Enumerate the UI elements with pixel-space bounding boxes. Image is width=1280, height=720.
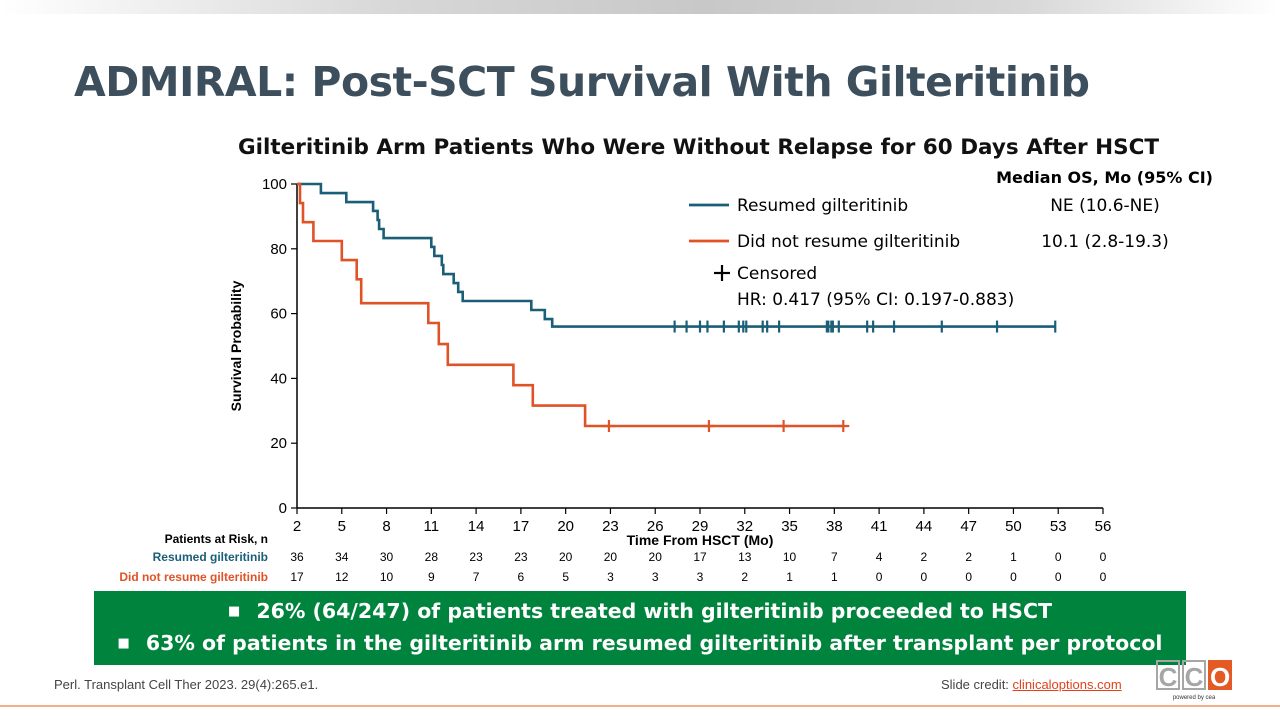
risk-count: 20 [604, 550, 618, 564]
x-tick-label: 50 [1005, 518, 1022, 535]
risk-count: 4 [876, 550, 883, 564]
risk-count: 6 [518, 570, 525, 584]
x-tick-label: 32 [736, 518, 753, 535]
risk-row-label: Did not resume gilteritinib [119, 570, 268, 584]
footer-divider [0, 705, 1280, 707]
risk-count: 3 [652, 570, 659, 584]
risk-count: 30 [380, 550, 394, 564]
y-tick-label: 40 [270, 370, 287, 387]
censored-legend-label: Censored [737, 264, 817, 284]
risk-count: 3 [697, 570, 704, 584]
risk-count: 10 [783, 550, 797, 564]
legend-label-2: Did not resume gilteritinib [737, 232, 960, 252]
legend-header: Median OS, Mo (95% CI) [996, 168, 1213, 187]
slide-credit-label: Slide credit: [941, 677, 1013, 692]
x-tick-label: 8 [382, 518, 390, 535]
risk-count: 1 [831, 570, 838, 584]
risk-count: 0 [1100, 570, 1107, 584]
y-tick-label: 20 [270, 435, 287, 452]
risk-count: 0 [1055, 550, 1062, 564]
x-tick-label: 47 [960, 518, 977, 535]
risk-count: 36 [290, 550, 304, 564]
risk-count: 17 [693, 550, 707, 564]
x-tick-label: 56 [1095, 518, 1112, 535]
risk-count: 20 [649, 550, 663, 564]
x-tick-label: 53 [1050, 518, 1067, 535]
risk-count: 0 [921, 570, 928, 584]
x-tick-label: 35 [781, 518, 798, 535]
risk-count: 0 [965, 570, 972, 584]
x-tick-label: 38 [826, 518, 843, 535]
top-gradient-bar [0, 0, 1280, 14]
risk-count: 23 [514, 550, 528, 564]
x-tick-label: 44 [916, 518, 933, 535]
logo-letter-c2: C [1182, 660, 1206, 692]
logo-letter-c1: C [1156, 660, 1180, 692]
bullet-square-icon: ■ [117, 636, 130, 651]
logo-letter-o: O [1208, 660, 1232, 692]
risk-count: 10 [380, 570, 394, 584]
risk-count: 7 [473, 570, 480, 584]
x-axis-label: Time From HSCT (Mo) [627, 532, 774, 548]
risk-count: 17 [290, 570, 304, 584]
risk-count: 1 [786, 570, 793, 584]
slide-title: ADMIRAL: Post-SCT Survival With Gilterit… [74, 58, 1090, 106]
cco-logo: C C O powered by cea [1156, 660, 1232, 706]
risk-count: 34 [335, 550, 349, 564]
risk-count: 2 [741, 570, 748, 584]
credit-link[interactable]: clinicaloptions.com [1012, 677, 1122, 692]
risk-count: 1 [1010, 550, 1017, 564]
risk-count: 2 [921, 550, 928, 564]
x-tick-label: 29 [692, 518, 709, 535]
risk-count: 5 [562, 570, 569, 584]
series-line-1 [297, 182, 1056, 328]
x-tick-label: 5 [338, 518, 346, 535]
risk-table-header: Patients at Risk, n [165, 532, 268, 546]
risk-row-label: Resumed gilteritinib [153, 550, 268, 564]
risk-count: 0 [1100, 550, 1107, 564]
risk-count: 7 [831, 550, 838, 564]
chart-title: Gilteritinib Arm Patients Who Were Witho… [238, 135, 1160, 160]
risk-count: 0 [1010, 570, 1017, 584]
slide-credit: Slide credit: clinicaloptions.com [941, 677, 1122, 692]
series-line-2 [297, 182, 844, 428]
hazard-ratio-text: HR: 0.417 (95% CI: 0.197-0.883) [737, 290, 1014, 310]
logo-tagline: powered by cea [1172, 695, 1216, 701]
legend-median-1: NE (10.6-NE) [1050, 196, 1160, 216]
y-tick-label: 80 [270, 241, 287, 258]
risk-count: 2 [965, 550, 972, 564]
x-tick-label: 26 [647, 518, 664, 535]
x-tick-label: 23 [602, 518, 619, 535]
y-tick-label: 60 [270, 306, 287, 323]
key-findings-callout: ■ 26% (64/247) of patients treated with g… [94, 591, 1186, 665]
risk-count: 28 [425, 550, 439, 564]
y-tick-label: 0 [279, 500, 287, 517]
x-tick-label: 20 [557, 518, 574, 535]
x-tick-label: 14 [468, 518, 485, 535]
bullet-square-icon: ■ [228, 604, 241, 619]
y-axis-label: Survival Probability [228, 280, 244, 411]
y-tick-label: 100 [262, 176, 287, 193]
risk-count: 20 [559, 550, 573, 564]
callout-bullet-1-text: 26% (64/247) of patients treated with gi… [256, 599, 1052, 623]
risk-count: 0 [1055, 570, 1062, 584]
callout-bullet-1: ■ 26% (64/247) of patients treated with g… [94, 599, 1186, 623]
x-tick-label: 17 [513, 518, 530, 535]
risk-count: 12 [335, 570, 349, 584]
x-tick-label: 11 [424, 518, 440, 535]
x-tick-label: 2 [293, 518, 301, 535]
risk-count: 9 [428, 570, 435, 584]
callout-bullet-2: ■ 63% of patients in the gilteritinib arm… [94, 631, 1186, 655]
callout-bullet-2-text: 63% of patients in the gilteritinib arm … [145, 631, 1163, 655]
citation: Perl. Transplant Cell Ther 2023. 29(4):2… [54, 677, 319, 692]
risk-count: 23 [469, 550, 483, 564]
risk-count: 3 [607, 570, 614, 584]
legend-label-1: Resumed gilteritinib [737, 196, 908, 216]
risk-count: 13 [738, 550, 752, 564]
x-tick-label: 41 [871, 518, 888, 535]
risk-count: 0 [876, 570, 883, 584]
legend-median-2: 10.1 (2.8-19.3) [1041, 232, 1169, 252]
